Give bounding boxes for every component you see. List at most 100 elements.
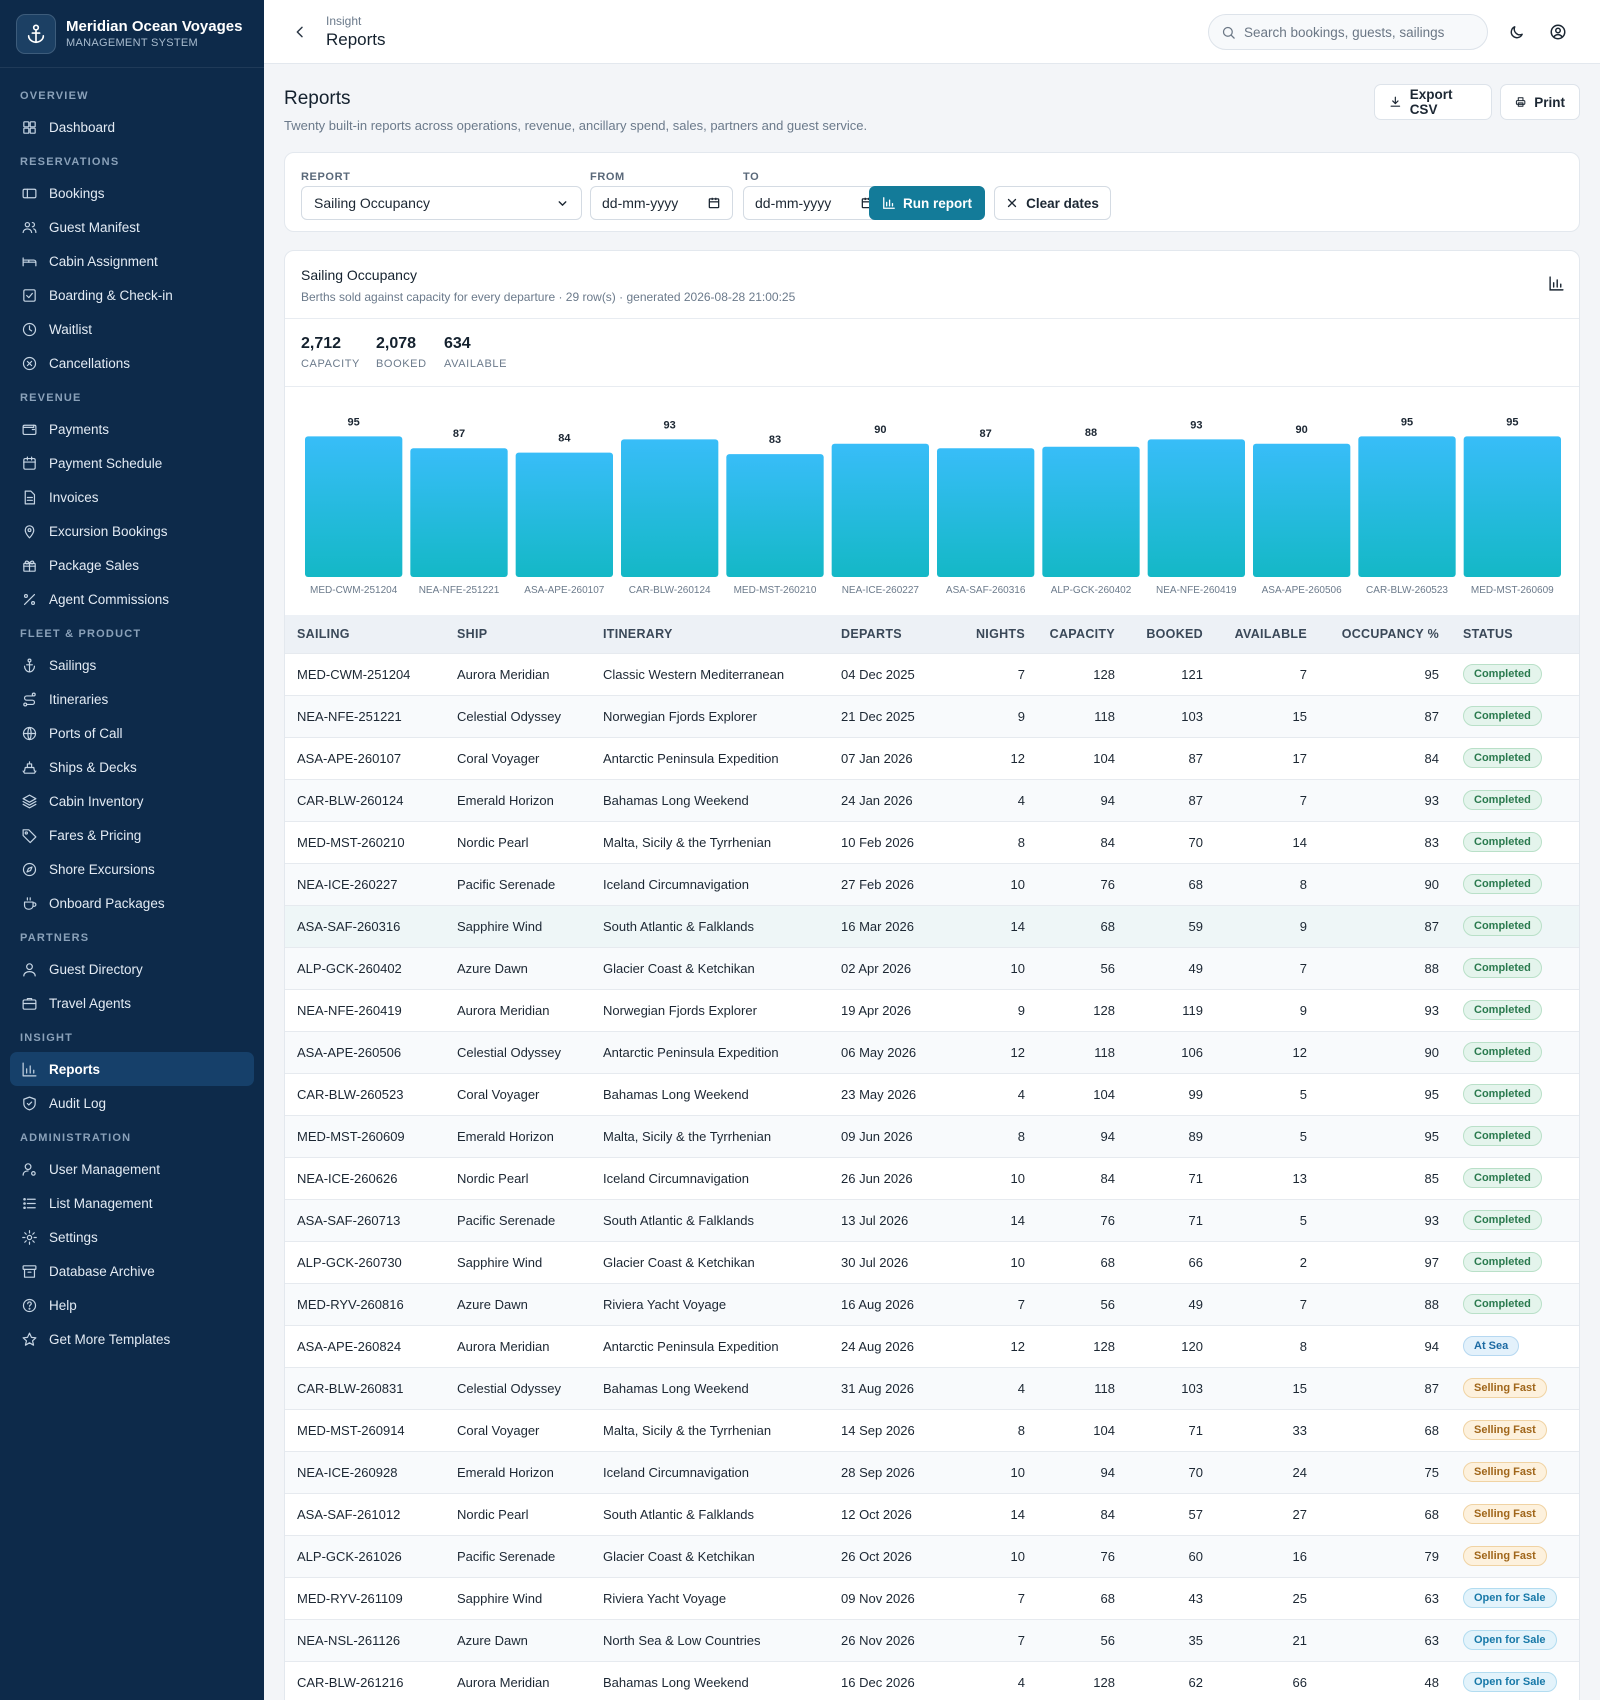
table-row[interactable]: NEA-NSL-261126 Azure Dawn North Sea & Low … [285, 1618, 1579, 1661]
sidebar-item-user-management[interactable]: User Management [10, 1152, 254, 1186]
sidebar-item-cabin-inventory[interactable]: Cabin Inventory [10, 784, 254, 818]
column-header[interactable]: ITINERARY [591, 615, 829, 653]
clear-dates-button[interactable]: Clear dates [994, 186, 1111, 220]
column-header[interactable]: AVAILABLE [1215, 615, 1319, 653]
sidebar-item-ports-of-call[interactable]: Ports of Call [10, 716, 254, 750]
table-row[interactable]: NEA-ICE-260928 Emerald Horizon Iceland Cir… [285, 1450, 1579, 1493]
to-date-field[interactable]: dd-mm-yyyy [743, 186, 886, 220]
table-cell: ASA-SAF-260316 [285, 904, 445, 947]
sidebar-item-sailings[interactable]: Sailings [10, 648, 254, 682]
run-report-button[interactable]: Run report [869, 186, 985, 220]
table-row[interactable]: ALP-GCK-261026 Pacific Serenade Glacier Co… [285, 1534, 1579, 1577]
sidebar-item-waitlist[interactable]: Waitlist [10, 312, 254, 346]
table-row[interactable]: ASA-SAF-261012 Nordic Pearl South Atlantic… [285, 1492, 1579, 1535]
table-cell: 10 [957, 1156, 1037, 1199]
column-header[interactable]: STATUS [1451, 615, 1579, 653]
table-row[interactable]: ASA-SAF-260316 Sapphire Wind South Atlanti… [285, 904, 1579, 947]
chart-bar[interactable] [621, 439, 719, 577]
column-header[interactable]: SAILING [285, 615, 445, 653]
moon-icon[interactable] [1504, 20, 1528, 44]
table-cell: 33 [1215, 1408, 1319, 1451]
column-header[interactable]: SHIP [445, 615, 591, 653]
sidebar-item-excursion-bookings[interactable]: Excursion Bookings [10, 514, 254, 548]
chart-bar[interactable] [410, 448, 508, 577]
sidebar-item-list-management[interactable]: List Management [10, 1186, 254, 1220]
sidebar-item-agent-commissions[interactable]: Agent Commissions [10, 582, 254, 616]
sidebar-item-travel-agents[interactable]: Travel Agents [10, 986, 254, 1020]
report-select[interactable]: Sailing Occupancy [301, 186, 582, 220]
table-row[interactable]: MED-MST-260914 Coral Voyager Malta, Sicily… [285, 1408, 1579, 1451]
brand[interactable]: Meridian Ocean Voyages MANAGEMENT SYSTEM [0, 0, 264, 68]
table-cell: Emerald Horizon [445, 1450, 591, 1493]
sidebar-item-shore-excursions[interactable]: Shore Excursions [10, 852, 254, 886]
table-row[interactable]: MED-MST-260609 Emerald Horizon Malta, Sici… [285, 1114, 1579, 1157]
sidebar-item-reports[interactable]: Reports [10, 1052, 254, 1086]
table-row[interactable]: NEA-ICE-260227 Pacific Serenade Iceland Ci… [285, 862, 1579, 905]
column-header[interactable]: CAPACITY [1037, 615, 1127, 653]
breadcrumb-parent[interactable]: Insight [326, 13, 362, 28]
sidebar-item-payments[interactable]: Payments [10, 412, 254, 446]
table-row[interactable]: MED-RYV-260816 Azure Dawn Riviera Yacht Vo… [285, 1282, 1579, 1325]
chart-bar[interactable] [831, 443, 929, 577]
table-row[interactable]: CAR-BLW-260124 Emerald Horizon Bahamas Lon… [285, 778, 1579, 821]
calendar-icon[interactable] [707, 196, 721, 210]
bar-chart-toggle-icon[interactable] [1548, 275, 1565, 297]
sidebar-item-package-sales[interactable]: Package Sales [10, 548, 254, 582]
sidebar-item-audit-log[interactable]: Audit Log [10, 1086, 254, 1120]
sidebar-item-ships-decks[interactable]: Ships & Decks [10, 750, 254, 784]
sidebar-item-help[interactable]: Help [10, 1288, 254, 1322]
table-row[interactable]: ASA-SAF-260713 Pacific Serenade South Atla… [285, 1198, 1579, 1241]
sidebar-item-dashboard[interactable]: Dashboard [10, 110, 254, 144]
sidebar-item-invoices[interactable]: Invoices [10, 480, 254, 514]
sidebar-item-boarding-check-in[interactable]: Boarding & Check-in [10, 278, 254, 312]
sidebar-item-settings[interactable]: Settings [10, 1220, 254, 1254]
chart-bar[interactable] [1463, 436, 1561, 577]
sidebar-item-cabin-assignment[interactable]: Cabin Assignment [10, 244, 254, 278]
chart-bar[interactable] [1042, 446, 1140, 577]
sidebar-item-onboard-packages[interactable]: Onboard Packages [10, 886, 254, 920]
table-row[interactable]: CAR-BLW-260831 Celestial Odyssey Bahamas L… [285, 1366, 1579, 1409]
export-csv-button[interactable]: Export CSV [1374, 84, 1492, 120]
user-circle-icon[interactable] [1546, 20, 1570, 44]
sidebar-item-guest-directory[interactable]: Guest Directory [10, 952, 254, 986]
from-date-field[interactable]: dd-mm-yyyy [590, 186, 733, 220]
table-row[interactable]: MED-MST-260210 Nordic Pearl Malta, Sicily … [285, 820, 1579, 863]
sidebar-item-payment-schedule[interactable]: Payment Schedule [10, 446, 254, 480]
column-header[interactable]: OCCUPANCY % [1319, 615, 1451, 653]
sidebar-item-get-more-templates[interactable]: Get More Templates [10, 1322, 254, 1356]
chart-bar[interactable] [515, 452, 613, 577]
table-row[interactable]: NEA-NFE-260419 Aurora Meridian Norwegian F… [285, 988, 1579, 1031]
table-row[interactable]: CAR-BLW-260523 Coral Voyager Bahamas Long … [285, 1072, 1579, 1115]
chart-bar[interactable] [1253, 443, 1351, 577]
table-row[interactable]: CAR-BLW-261216 Aurora Meridian Bahamas Lon… [285, 1660, 1579, 1700]
sidebar-item-fares-pricing[interactable]: Fares & Pricing [10, 818, 254, 852]
column-header[interactable]: DEPARTS [829, 615, 957, 653]
sidebar-item-database-archive[interactable]: Database Archive [10, 1254, 254, 1288]
table-row[interactable]: ASA-APE-260824 Aurora Meridian Antarctic P… [285, 1324, 1579, 1367]
table-row[interactable]: NEA-ICE-260626 Nordic Pearl Iceland Circum… [285, 1156, 1579, 1199]
sidebar-item-guest-manifest[interactable]: Guest Manifest [10, 210, 254, 244]
table-row[interactable]: MED-RYV-261109 Sapphire Wind Riviera Yacht… [285, 1576, 1579, 1619]
chart-bar[interactable] [1147, 439, 1245, 577]
table-row[interactable]: ASA-APE-260506 Celestial Odyssey Antarctic… [285, 1030, 1579, 1073]
report-select-label: REPORT [301, 171, 351, 183]
table-row[interactable]: NEA-NFE-251221 Celestial Odyssey Norwegian… [285, 694, 1579, 737]
column-header[interactable]: NIGHTS [957, 615, 1037, 653]
sidebar-item-cancellations[interactable]: Cancellations [10, 346, 254, 380]
print-button[interactable]: Print [1500, 84, 1580, 120]
chart-bar[interactable] [1358, 436, 1456, 577]
search-box[interactable] [1208, 14, 1488, 50]
column-header[interactable]: BOOKED [1127, 615, 1215, 653]
back-arrow-icon[interactable] [288, 20, 312, 44]
sidebar-item-itineraries[interactable]: Itineraries [10, 682, 254, 716]
chart-bar[interactable] [305, 436, 403, 577]
chart-bar[interactable] [726, 454, 824, 577]
search-input[interactable] [1244, 24, 1464, 40]
table-row[interactable]: ALP-GCK-260402 Azure Dawn Glacier Coast & … [285, 946, 1579, 989]
table-row[interactable]: ALP-GCK-260730 Sapphire Wind Glacier Coast… [285, 1240, 1579, 1283]
chart-bar[interactable] [937, 448, 1035, 577]
table-cell: 14 [957, 1198, 1037, 1241]
sidebar-item-bookings[interactable]: Bookings [10, 176, 254, 210]
table-row[interactable]: ASA-APE-260107 Coral Voyager Antarctic Pen… [285, 736, 1579, 779]
table-row[interactable]: MED-CWM-251204 Aurora Meridian Classic Wes… [285, 652, 1579, 695]
